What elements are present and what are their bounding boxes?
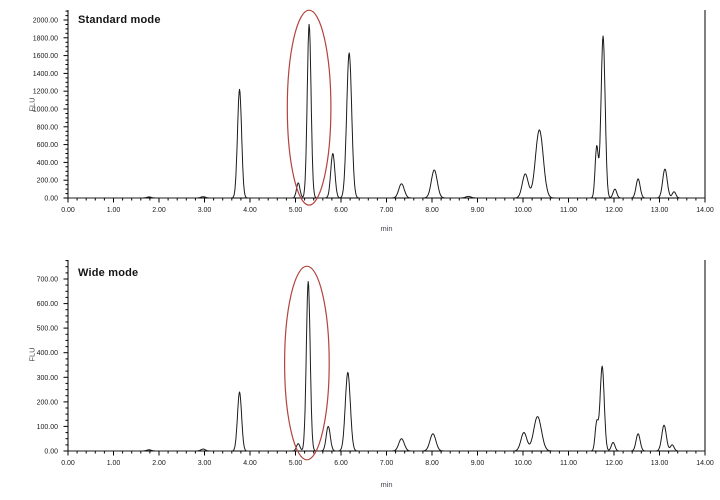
chart-title: Standard mode xyxy=(78,14,161,26)
y-tick-label: 0.00 xyxy=(44,449,58,456)
y-tick-label: 2000.00 xyxy=(33,18,58,25)
y-tick-label: 1000.00 xyxy=(33,107,58,114)
x-tick-label: 6.00 xyxy=(334,460,348,467)
x-tick-label: 10.00 xyxy=(514,207,532,214)
axes-spines xyxy=(67,10,706,199)
y-tick-label: 0.00 xyxy=(44,196,58,203)
y-axis-label: FLU xyxy=(27,347,37,362)
x-tick-label: 12.00 xyxy=(605,460,623,467)
highlight-ellipse xyxy=(284,265,330,461)
y-tick-label: 1400.00 xyxy=(33,71,58,78)
x-tick-label: 3.00 xyxy=(198,207,212,214)
y-tick-label: 700.00 xyxy=(37,277,59,284)
chart-wide-mode: 0.00 100.00 200.00 300.00 400.00 500.00 600.00… xyxy=(0,250,720,500)
y-tick-label: 100.00 xyxy=(37,424,59,431)
x-tick-label: 1.00 xyxy=(107,460,121,467)
y-tick-label: 200.00 xyxy=(37,178,59,185)
x-tick-label: 7.00 xyxy=(380,460,394,467)
chart-standard-mode: 0.00 200.00 400.00 600.00 800.00 1000.00 1200.… xyxy=(27,9,714,233)
y-tick-label: 1200.00 xyxy=(33,89,58,96)
x-tick-label: 11.00 xyxy=(560,460,577,467)
y-tick-label: 200.00 xyxy=(37,399,59,406)
y-tick-label: 400.00 xyxy=(37,160,59,167)
wide-mode-plot: 0.00 100.00 200.00 300.00 400.00 500.00 600.00… xyxy=(37,260,714,467)
y-tick-label: 1600.00 xyxy=(33,53,58,60)
x-tick-label: 9.00 xyxy=(471,460,485,467)
x-tick-label: 12.00 xyxy=(605,207,623,214)
y-tick-label: 1800.00 xyxy=(33,35,58,42)
x-tick-label: 6.00 xyxy=(334,207,348,214)
x-tick-label: 13.00 xyxy=(651,207,669,214)
y-tick-label: 800.00 xyxy=(37,124,59,131)
y-tick-label: 500.00 xyxy=(37,326,59,333)
x-tick-label: 14.00 xyxy=(696,460,714,467)
x-tick-label: 1.00 xyxy=(107,207,121,214)
x-tick-label: 5.00 xyxy=(289,460,303,467)
x-tick-label: 13.00 xyxy=(651,460,669,467)
y-tick-label: 300.00 xyxy=(37,375,59,382)
y-tick-label: 600.00 xyxy=(37,142,59,149)
x-tick-label: 4.00 xyxy=(243,460,257,467)
y-axis-label: FLU xyxy=(27,97,37,112)
x-tick-label: 10.00 xyxy=(514,460,532,467)
chart-title: Wide mode xyxy=(78,267,139,279)
chromatogram-trace xyxy=(68,23,705,199)
x-tick-label: 8.00 xyxy=(425,207,439,214)
x-tick-label: 11.00 xyxy=(560,207,577,214)
x-tick-label: 9.00 xyxy=(471,207,485,214)
x-axis-label: min xyxy=(380,480,393,489)
x-tick-label: 7.00 xyxy=(380,207,394,214)
x-tick-label: 8.00 xyxy=(425,460,439,467)
x-tick-label: 4.00 xyxy=(243,207,257,214)
x-tick-label: 0.00 xyxy=(61,207,75,214)
x-tick-label: 0.00 xyxy=(61,460,75,467)
standard-mode-plot: 0.00 200.00 400.00 600.00 800.00 1000.00 1200.… xyxy=(33,9,714,214)
x-tick-label: 2.00 xyxy=(152,460,166,467)
x-tick-label: 5.00 xyxy=(289,207,303,214)
x-tick-label: 2.00 xyxy=(152,207,166,214)
y-tick-label: 400.00 xyxy=(37,350,59,357)
axes-spines xyxy=(67,260,706,452)
y-tick-label: 600.00 xyxy=(37,301,59,308)
x-tick-label: 3.00 xyxy=(198,460,212,467)
chromatogram-trace xyxy=(68,281,705,452)
x-tick-label: 14.00 xyxy=(696,207,714,214)
x-axis-label: min xyxy=(380,224,393,233)
highlight-ellipse xyxy=(286,9,332,206)
